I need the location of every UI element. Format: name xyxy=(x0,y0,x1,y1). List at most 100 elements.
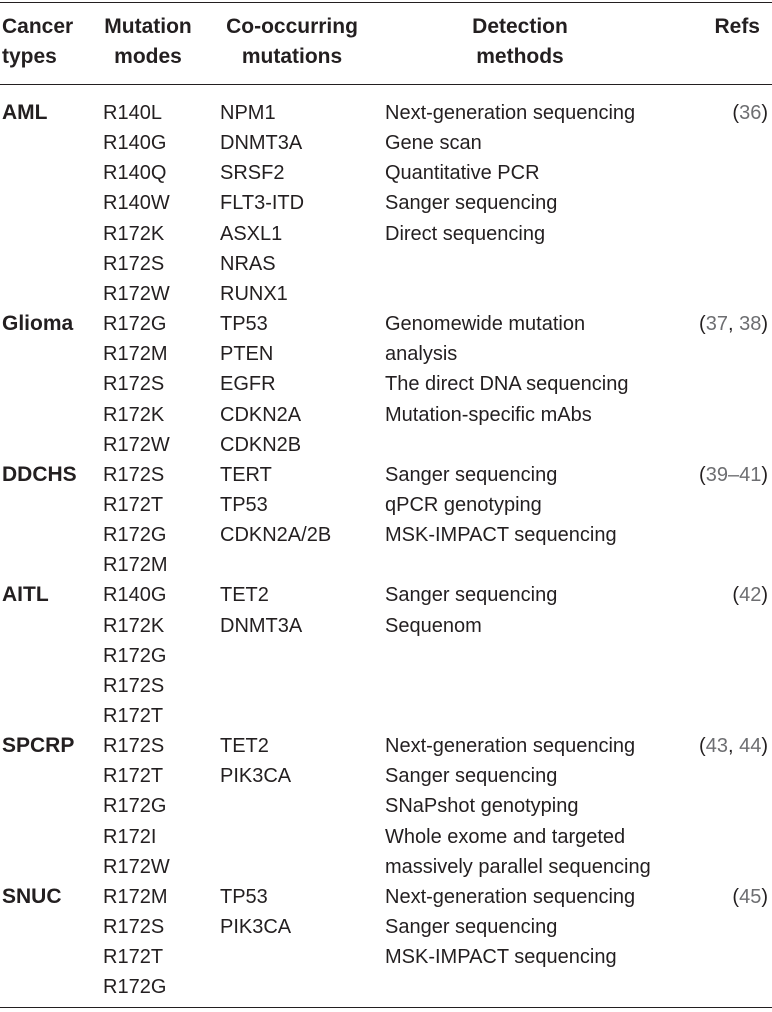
co-mutation-cell: NRAS xyxy=(220,252,276,275)
detection-method-cell: Genomewide mutation xyxy=(385,313,586,336)
refs-cell: (39–41) xyxy=(699,460,768,490)
detection-method-cell: Next-generation sequencing xyxy=(385,102,636,124)
detection-method-cell: Sanger sequencing xyxy=(385,584,558,607)
refs-cell: (45) xyxy=(732,882,768,912)
detection-method-cell: Sanger sequencing xyxy=(385,916,558,939)
detection-method-cell: MSK-IMPACT sequencing xyxy=(385,946,617,969)
co-mutation-cell: PIK3CA xyxy=(220,765,292,788)
co-mutation-cell: TET2 xyxy=(220,735,269,758)
mutation-mode-cell: R172G xyxy=(103,976,167,999)
co-mutation-cell: NPM1 xyxy=(220,102,276,124)
detection-method-cell: qPCR genotyping xyxy=(385,493,542,516)
header-cancer-types-line2: types xyxy=(2,45,57,68)
co-mutation-cell: DNMT3A xyxy=(220,614,303,637)
mutation-mode-cell: R172W xyxy=(103,433,170,456)
ref-link[interactable]: 37 xyxy=(705,313,728,336)
co-mutation-cell: CDKN2A xyxy=(220,403,302,426)
ref-link[interactable]: 44 xyxy=(739,735,762,758)
mutation-mode-cell: R172K xyxy=(103,403,165,426)
mutation-mode-cell: R172M xyxy=(103,554,168,577)
refs-cell: (43, 44) xyxy=(699,731,768,761)
mutation-mode-cell: R172T xyxy=(103,705,164,727)
header-co-occurring: Co-occurring mutations xyxy=(212,12,372,72)
mutation-mode-cell: R172S xyxy=(103,735,165,758)
header-rule xyxy=(0,84,772,85)
mutation-mode-cell: R172S xyxy=(103,373,165,396)
refs-cell: (36) xyxy=(732,98,768,128)
ref-link[interactable]: 45 xyxy=(739,885,762,908)
header-detection-line1: Detection xyxy=(472,15,568,38)
refs-close-paren: ) xyxy=(761,102,768,124)
header-co-occurring-line1: Co-occurring xyxy=(226,15,358,38)
top-rule xyxy=(0,2,772,3)
bottom-rule xyxy=(0,1007,772,1008)
mutation-mode-cell: R172T xyxy=(103,946,164,969)
refs-open-paren: ( xyxy=(732,584,740,607)
cancer-type-cell: AITL xyxy=(2,583,49,607)
header-mutation-modes-line1: Mutation xyxy=(104,15,192,38)
ref-link[interactable]: 42 xyxy=(739,584,762,607)
refs-close-paren: ) xyxy=(761,584,768,607)
co-mutation-cell: EGFR xyxy=(220,373,276,396)
ref-link[interactable]: 43 xyxy=(705,735,728,758)
co-mutation-cell: TERT xyxy=(220,463,272,486)
co-mutation-cell: DNMT3A xyxy=(220,132,303,155)
co-mutation-cell: RUNX1 xyxy=(220,282,288,305)
refs-separator: , xyxy=(727,313,740,336)
detection-method-cell: Direct sequencing xyxy=(385,222,546,245)
refs-cell: (37, 38) xyxy=(699,309,768,339)
co-mutation-cell: TET2 xyxy=(220,584,269,607)
refs-close-paren: ) xyxy=(761,463,768,486)
mutation-mode-cell: R140L xyxy=(103,102,162,124)
refs-open-paren: ( xyxy=(699,313,706,336)
cancer-type-cell: AML xyxy=(2,101,48,124)
refs-cell: (42) xyxy=(732,580,768,610)
mutation-mode-cell: R172W xyxy=(103,282,170,305)
mutation-mode-cell: R172M xyxy=(103,885,168,908)
mutation-mode-cell: R172S xyxy=(103,463,165,486)
mutation-mode-cell: R172G xyxy=(103,313,167,336)
mutation-mode-cell: R140W xyxy=(103,192,170,215)
ref-link[interactable]: 39–41 xyxy=(705,463,762,486)
header-cancer-types: Cancer types xyxy=(2,12,73,72)
detection-method-cell: Mutation-specific mAbs xyxy=(385,403,592,426)
mutation-mode-cell: R172T xyxy=(103,765,164,788)
mutation-mode-cell: R140Q xyxy=(103,162,167,185)
co-mutation-cell: FLT3-ITD xyxy=(220,192,305,215)
mutation-mode-cell: R172G xyxy=(103,644,167,667)
refs-close-paren: ) xyxy=(761,885,768,908)
refs-open-paren: ( xyxy=(699,735,706,758)
detection-method-cell: Whole exome and targeted xyxy=(385,825,626,848)
header-cancer-types-line1: Cancer xyxy=(2,15,74,38)
mutation-mode-cell: R172I xyxy=(103,825,157,848)
header-mutation-modes-line2: modes xyxy=(114,45,182,68)
mutation-mode-cell: R172K xyxy=(103,614,165,637)
cancer-type-cell: DDCHS xyxy=(2,462,77,486)
refs-open-paren: ( xyxy=(732,102,740,124)
header-refs: Refs xyxy=(714,15,760,38)
detection-method-cell: Sanger sequencing xyxy=(385,463,558,486)
detection-method-cell: Sanger sequencing xyxy=(385,765,558,788)
detection-method-cell: massively parallel sequencing xyxy=(385,855,651,878)
co-mutation-cell: TP53 xyxy=(220,885,268,908)
mutation-mode-cell: R172T xyxy=(103,493,164,516)
mutation-mode-cell: R172K xyxy=(103,222,165,245)
cancer-type-cell: SPCRP xyxy=(2,734,75,758)
mutation-mode-cell: R172G xyxy=(103,795,167,818)
refs-close-paren: ) xyxy=(761,735,768,758)
mutation-mode-cell: R172S xyxy=(103,252,165,275)
ref-link[interactable]: 36 xyxy=(739,102,762,124)
detection-method-cell: Sanger sequencing xyxy=(385,192,558,215)
detection-method-cell: SNaPshot genotyping xyxy=(385,795,579,818)
header-mutation-modes: Mutation modes xyxy=(100,12,196,72)
header-co-occurring-line2: mutations xyxy=(241,45,343,68)
cancer-type-cell: Glioma xyxy=(2,312,74,336)
co-mutation-cell: TP53 xyxy=(220,493,268,516)
refs-separator: , xyxy=(727,735,740,758)
cancer-type-cell: SNUC xyxy=(2,884,62,908)
mutation-mode-cell: R172S xyxy=(103,916,165,939)
mutation-mode-cell: R172S xyxy=(103,674,165,697)
ref-link[interactable]: 38 xyxy=(739,313,762,336)
detection-method-cell: Sequenom xyxy=(385,614,482,637)
detection-method-cell: MSK-IMPACT sequencing xyxy=(385,524,617,547)
